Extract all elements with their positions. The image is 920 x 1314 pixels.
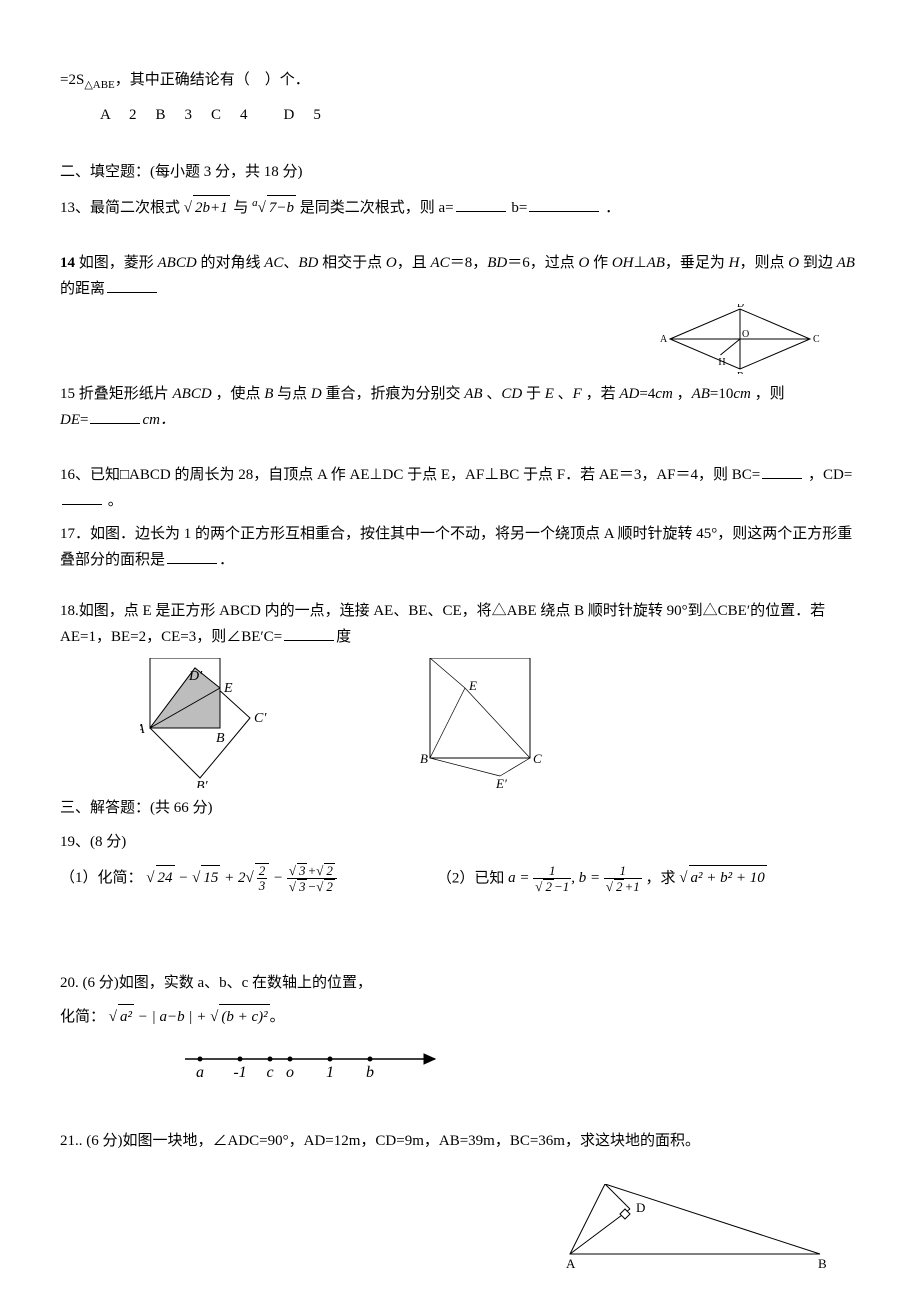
section3-heading: 三、解答题：(共 66 分) xyxy=(60,796,860,822)
q19-1-pre: （1）化简： xyxy=(60,870,143,886)
svg-text:B: B xyxy=(737,371,744,374)
q20-line1: 20. (6 分)如图，实数 a、b、c 在数轴上的位置， xyxy=(60,971,860,997)
numline-wrap: a -1 co 1 b xyxy=(180,1039,860,1081)
q13-radical1: √2b+1 xyxy=(184,200,230,216)
q18: 18.如图，点 E 是正方形 ABCD 内的一点，连接 AE、BE、CE，将△A… xyxy=(60,599,860,650)
svg-text:o: o xyxy=(286,1064,294,1081)
svg-text:C: C xyxy=(813,334,820,345)
svg-text:1: 1 xyxy=(326,1064,334,1081)
q14-num: 14 xyxy=(60,255,75,271)
svg-text:C: C xyxy=(533,751,542,766)
svg-text:A: A xyxy=(566,1256,576,1271)
q19-2-post: ，求 xyxy=(646,870,676,886)
blank xyxy=(167,548,217,564)
q13-post: 是同类二次根式，则 a= xyxy=(300,200,454,216)
q19-2-given: a = 1√2−1, b = 1√2+1 xyxy=(508,870,645,886)
fig20-numberline: a -1 co 1 b xyxy=(180,1039,440,1081)
q16-a: 16、已知□ABCD 的周长为 28，自顶点 A 作 AE⊥DC 于点 E，AF… xyxy=(60,467,760,483)
blank xyxy=(456,196,506,212)
svg-text:D: D xyxy=(145,658,156,660)
svg-text:B: B xyxy=(818,1256,827,1271)
q16-b: ，CD= xyxy=(808,467,852,483)
q14: 14 如图，菱形 ABCD 的对角线 AC、BD 相交于点 O，且 AC＝8，B… xyxy=(60,251,860,302)
section2-heading: 二、填空题：(每小题 3 分，共 18 分) xyxy=(60,160,860,186)
fig17: D C A B D′ E C′ B′ xyxy=(140,658,280,788)
svg-text:E′: E′ xyxy=(495,776,507,788)
q19-1-expr: √24 − √15 + 2√23 − √3+√2√3−√2 xyxy=(146,870,337,886)
q19: 19、(8 分) xyxy=(60,830,860,856)
q21: 21.. (6 分)如图一块地，∠ADC=90°，AD=12m，CD=9m，AB… xyxy=(60,1129,860,1155)
blank xyxy=(107,277,157,293)
q12-options: A 2 B 3 C 4 D 5 xyxy=(60,103,860,129)
q13-mid: 与 xyxy=(233,200,252,216)
q14-text: 如图，菱形 ABCD 的对角线 AC、BD 相交于点 O，且 AC＝8，BD＝6… xyxy=(60,255,855,297)
svg-text:b: b xyxy=(366,1064,374,1081)
svg-text:E: E xyxy=(468,678,477,693)
q18-b: 度 xyxy=(336,629,351,645)
svg-text:c: c xyxy=(266,1064,273,1081)
q13-pre: 13、最简二次根式 xyxy=(60,200,180,216)
q17: 17．如图．边长为 1 的两个正方形互相重合，按住其中一个不动，将另一个绕顶点 … xyxy=(60,522,860,573)
blank xyxy=(762,463,802,479)
q13-b: b= xyxy=(511,200,527,216)
q16-c: 。 xyxy=(108,493,123,509)
svg-text:A: A xyxy=(140,722,145,737)
svg-text:D: D xyxy=(636,1200,645,1215)
q13: 13、最简二次根式 √2b+1 与 a√7−b 是同类二次根式，则 a= b= … xyxy=(60,194,860,222)
q19-2-target: √a² + b² + 10 xyxy=(679,870,766,886)
q19-2-pre: （2）已知 xyxy=(437,870,505,886)
fig18: ADBCEE′ xyxy=(420,658,560,788)
q19-1: （1）化简： √24 − √15 + 2√23 − √3+√2√3−√2 xyxy=(60,863,337,895)
svg-text:-1: -1 xyxy=(233,1064,246,1081)
svg-text:E: E xyxy=(223,681,233,696)
svg-text:O: O xyxy=(742,329,749,340)
blank xyxy=(90,408,140,424)
q20-line2: 化简： √a² − | a−b | + √(b + c)²。 xyxy=(60,1004,860,1031)
q15: 15 折叠矩形纸片 ABCD ，使点 B 与点 D 重合，折痕为分别交 AB 、… xyxy=(60,382,860,433)
q15-cm: cm． xyxy=(142,412,175,428)
q20-expr: √a² − | a−b | + √(b + c)² xyxy=(109,1009,270,1025)
q12-trailing: =2S△ABE，其中正确结论有（ ）个． xyxy=(60,68,860,95)
svg-text:H: H xyxy=(718,357,725,368)
svg-text:a: a xyxy=(196,1064,204,1081)
q13-end: ． xyxy=(605,200,620,216)
svg-text:C′: C′ xyxy=(254,711,267,726)
svg-text:C: C xyxy=(222,658,232,660)
svg-text:B: B xyxy=(216,731,225,746)
q12-sub: △ABE xyxy=(84,79,114,91)
q16: 16、已知□ABCD 的周长为 28，自顶点 A 作 AE⊥DC 于点 E，AF… xyxy=(60,463,860,514)
svg-text:B′: B′ xyxy=(196,779,209,788)
blank xyxy=(284,625,334,641)
fig14-rhombus: A C D B O H xyxy=(660,304,820,374)
q19-subs: （1）化简： √24 − √15 + 2√23 − √3+√2√3−√2 （2）… xyxy=(60,863,860,895)
figially21: ABCD xyxy=(560,1184,840,1274)
svg-text:B: B xyxy=(420,751,428,766)
q17-b: ． xyxy=(219,552,234,568)
fig21-wrap: ABCD xyxy=(60,1184,840,1274)
blank xyxy=(62,489,102,505)
fig-row-17-18: D C A B D′ E C′ B′ A D B C E E′ xyxy=(140,658,860,788)
fig14-wrap: A C D B O H xyxy=(60,304,820,374)
svg-text:D′: D′ xyxy=(188,669,203,684)
q20-end: 。 xyxy=(270,1009,285,1025)
q13-radical2: a√7−b xyxy=(252,200,296,216)
q20-b: 化简： xyxy=(60,1009,105,1025)
svg-text:D: D xyxy=(737,304,744,310)
q12-text: =2S xyxy=(60,72,84,88)
q12-rest: ，其中正确结论有（ ）个． xyxy=(115,72,310,88)
q19-2: （2）已知 a = 1√2−1, b = 1√2+1 ，求 √a² + b² +… xyxy=(437,864,767,895)
svg-text:A: A xyxy=(660,334,668,345)
blank xyxy=(529,196,599,212)
q18-a: 18.如图，点 E 是正方形 ABCD 内的一点，连接 AE、BE、CE，将△A… xyxy=(60,603,825,645)
